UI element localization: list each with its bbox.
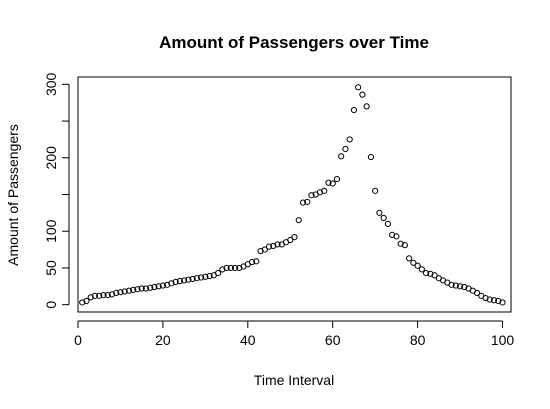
x-tick-label: 40 <box>240 332 256 348</box>
y-tick-label: 200 <box>43 146 59 170</box>
data-point <box>356 85 361 90</box>
x-tick-label: 80 <box>410 332 426 348</box>
x-tick-label: 0 <box>74 332 82 348</box>
x-tick-label: 20 <box>155 332 171 348</box>
data-point <box>381 215 386 220</box>
y-axis-label: Amount of Passengers <box>5 124 21 266</box>
x-axis: 0 20 40 60 80 100 <box>74 321 514 348</box>
data-points <box>80 85 505 305</box>
plot-frame <box>78 77 511 312</box>
data-point <box>373 188 378 193</box>
data-point <box>343 146 348 151</box>
x-axis-label: Time Interval <box>254 372 334 388</box>
y-axis: 0 50 100 200 300 <box>43 72 69 308</box>
data-point <box>347 137 352 142</box>
y-tick-label: 300 <box>43 72 59 96</box>
data-point <box>334 176 339 181</box>
data-point <box>296 218 301 223</box>
y-tick-label: 100 <box>43 219 59 243</box>
y-tick-label: 0 <box>43 301 59 309</box>
data-point <box>368 154 373 159</box>
data-point <box>377 210 382 215</box>
data-point <box>360 92 365 97</box>
data-point <box>292 234 297 239</box>
data-point <box>385 221 390 226</box>
y-tick-label: 50 <box>43 260 59 276</box>
data-point <box>407 256 412 261</box>
data-point <box>364 104 369 109</box>
chart-title: Amount of Passengers over Time <box>159 33 429 52</box>
data-point <box>339 154 344 159</box>
data-point <box>351 107 356 112</box>
x-tick-label: 100 <box>491 332 515 348</box>
x-tick-label: 60 <box>325 332 341 348</box>
